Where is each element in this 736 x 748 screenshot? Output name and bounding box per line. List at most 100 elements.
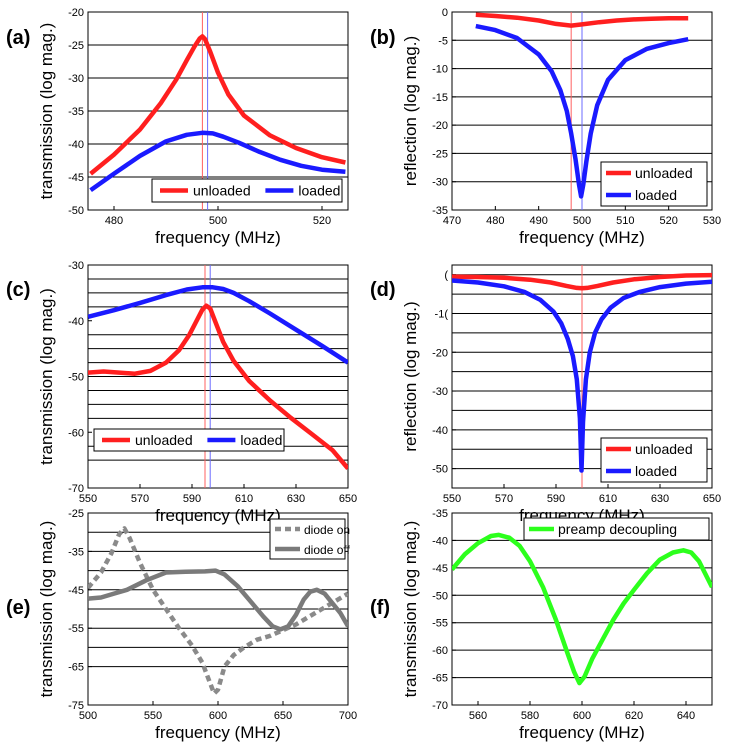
xtick-label-b-6: 530: [703, 215, 721, 227]
xtick-label-e-0: 500: [79, 710, 97, 722]
x-axis-label-f: frequency (MHz): [519, 723, 645, 742]
x-axis-label-c: frequency (MHz): [155, 506, 281, 525]
y-axis-label-c: transmission (log mag.): [37, 288, 56, 465]
ytick-label-d-5: (​: [444, 270, 448, 282]
ytick-label-e-0: -75: [68, 700, 84, 712]
ytick-label-b-3: -20: [432, 120, 448, 132]
ytick-label-c-1: -60: [68, 427, 84, 439]
ytick-label-d-1: -40: [432, 425, 448, 437]
panel-b: (b) 470 480 490 500 510 520 530 -35 -30 -25 -20 -15…: [370, 7, 721, 247]
y-axis-label-e: transmission (log mag.): [37, 521, 56, 698]
xtick-label-b-5: 520: [659, 215, 677, 227]
series-line-c-loaded: [88, 285, 348, 365]
xtick-label-e-2: 600: [209, 710, 227, 722]
series-line-d-unloaded: [452, 272, 712, 291]
xtick-label-d-0: 550: [443, 493, 461, 505]
ytick-label-d-0: -50: [432, 464, 448, 476]
series-line-b-unloaded: [475, 12, 689, 28]
xtick-label-a-0: 480: [105, 215, 123, 227]
legend-label-c-0: unloaded: [135, 432, 193, 448]
ytick-label-c-0: -70: [68, 483, 84, 495]
series-line-a-loaded: [89, 130, 346, 193]
legend-b: unloaded loaded: [600, 161, 708, 207]
panel-label-f: (f): [370, 597, 390, 619]
xtick-label-a-1: 500: [209, 215, 227, 227]
panel-e: (e) 500 550 600 650 700 -75 -65 -55 -45 -35 -25 fre…: [6, 508, 357, 742]
ytick-label-f-0: -70: [432, 700, 448, 712]
series-line-e-diode-off: [88, 568, 348, 632]
xtick-label-f-3: 620: [625, 710, 643, 722]
ytick-label-a-6: -20: [68, 7, 84, 19]
ytick-label-d-4: -1(: [435, 308, 449, 320]
panel-d: (d) 550 570 590 610 630 650-50-40-30-20-1((​f…: [370, 264, 721, 525]
xtick-label-b-1: 480: [486, 215, 504, 227]
legend-label-e-0: diode on: [304, 523, 350, 537]
xtick-label-b-0: 470: [443, 215, 461, 227]
xtick-label-b-3: 500: [573, 215, 591, 227]
series-line-a-unloaded: [89, 34, 346, 176]
ytick-label-f-1: -65: [432, 673, 448, 685]
ytick-label-b-0: -35: [432, 205, 448, 217]
legend-e: diode on diode off: [269, 518, 350, 560]
xtick-label-d-1: 570: [495, 493, 513, 505]
ytick-label-c-2: -50: [68, 372, 84, 384]
x-axis-label-e: frequency (MHz): [155, 723, 281, 742]
ytick-label-f-6: -40: [432, 535, 448, 547]
xtick-label-c-2: 590: [183, 493, 201, 505]
y-axis-label-d: reflection (log mag.): [401, 301, 420, 451]
y-axis-label-b: reflection (log mag.): [401, 36, 420, 186]
xtick-label-c-0: 550: [79, 493, 97, 505]
series-line-b-loaded: [475, 23, 689, 199]
ytick-label-c-4: -30: [68, 260, 84, 272]
xtick-label-d-2: 590: [547, 493, 565, 505]
ytick-label-b-7: 0: [442, 7, 448, 19]
legend-label-f-0: preamp decoupling: [558, 521, 677, 537]
x-axis-label-b: frequency (MHz): [519, 228, 645, 247]
ytick-label-b-4: -15: [432, 92, 448, 104]
ytick-label-f-5: -45: [432, 563, 448, 575]
series-line-d-loaded: [452, 278, 712, 473]
panel-a: (a) 480 500 520 -50 -45 -40 -35 -30 -25 -20 freque…: [6, 7, 349, 247]
xtick-label-c-3: 610: [235, 493, 253, 505]
xtick-label-e-1: 550: [144, 710, 162, 722]
series-line-e-diode-on: [88, 526, 348, 696]
legend-label-a-1: loaded: [298, 183, 340, 199]
xtick-label-f-2: 600: [573, 710, 591, 722]
ytick-label-b-5: -10: [432, 64, 448, 76]
xtick-label-a-2: 520: [313, 215, 331, 227]
x-axis-label-a: frequency (MHz): [155, 228, 281, 247]
ytick-label-e-5: -25: [68, 508, 84, 520]
xtick-label-f-1: 580: [521, 710, 539, 722]
xtick-label-d-5: 650: [703, 493, 721, 505]
legend-label-c-1: loaded: [240, 432, 282, 448]
legend-c: unloaded loaded: [93, 428, 285, 452]
legend-label-e-1: diode off: [304, 543, 350, 557]
ytick-label-e-3: -45: [68, 585, 84, 597]
ytick-label-d-3: -20: [432, 347, 448, 359]
legend-label-d-1: loaded: [635, 463, 677, 479]
ytick-label-b-1: -30: [432, 177, 448, 189]
legend-label-a-0: unloaded: [193, 183, 251, 199]
ytick-label-a-0: -50: [68, 205, 84, 217]
legend-label-d-0: unloaded: [635, 441, 693, 457]
legend-f: preamp decoupling: [523, 517, 710, 541]
xtick-label-b-2: 490: [529, 215, 547, 227]
ytick-label-e-2: -55: [68, 623, 84, 635]
xtick-label-b-4: 510: [616, 215, 634, 227]
ytick-label-a-3: -35: [68, 106, 84, 118]
series-line-f-preamp-decoupling: [452, 532, 712, 686]
ytick-label-d-2: -30: [432, 386, 448, 398]
ytick-label-a-1: -45: [68, 172, 84, 184]
ytick-label-e-1: -65: [68, 662, 84, 674]
xtick-label-c-1: 570: [131, 493, 149, 505]
panel-c: (c) 550 570 590 610 630 650 -70 -60 -50 -40 -30 fre…: [6, 260, 357, 525]
panel-label-e: (e): [6, 597, 30, 619]
ytick-label-b-2: -25: [432, 148, 448, 160]
ytick-label-f-7: -35: [432, 508, 448, 520]
ytick-label-a-2: -40: [68, 139, 84, 151]
series-line-c-unloaded: [88, 303, 348, 470]
xtick-label-f-0: 560: [469, 710, 487, 722]
panel-label-d: (d): [370, 279, 396, 301]
panel-label-a: (a): [6, 27, 30, 49]
